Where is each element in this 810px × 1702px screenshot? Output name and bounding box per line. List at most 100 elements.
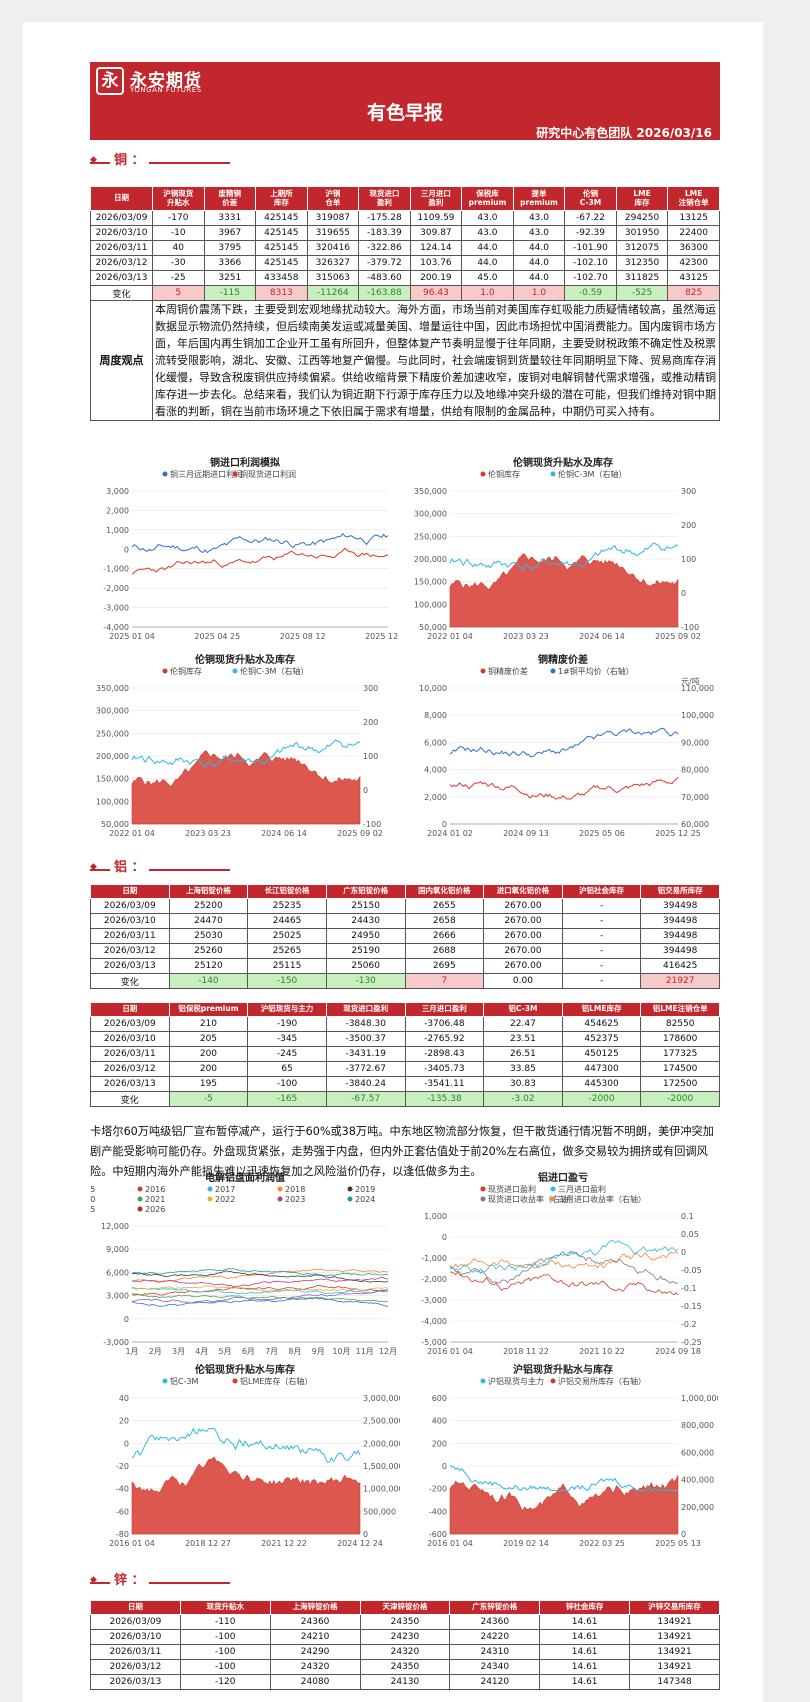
table-cell: -183.39 — [358, 225, 411, 241]
table-cell: -345 — [247, 1031, 327, 1047]
series-area — [449, 553, 679, 628]
weekly-view-label: 周度观点 — [90, 300, 153, 421]
x-tick-label: 2018 11 22 — [503, 1347, 549, 1356]
table-cell: 24430 — [325, 913, 406, 929]
y-tick-label: 6,000 — [106, 1268, 129, 1277]
y-tick-label: 0 — [124, 1439, 129, 1448]
legend-label: 2017 — [215, 1185, 235, 1194]
legend-item: 铝C-3M — [162, 1376, 199, 1386]
legend-marker — [232, 1378, 238, 1384]
legend-label: 2025 — [90, 1205, 95, 1214]
x-tick-label: 2024 12 24 — [337, 1539, 383, 1548]
y2-tick-label: 60,000 — [681, 820, 709, 829]
table-header-row: 日期 铝保税premium 沪铝现货与主力 现货进口盈利 三月进口盈利 铝C-3M 铝LME… — [90, 1002, 720, 1017]
table-cell: 309.87 — [409, 225, 463, 241]
y2-tick-label: 0 — [681, 1530, 686, 1539]
table-cell: 13125 — [667, 210, 720, 226]
table-cell: 44.0 — [461, 240, 514, 256]
x-tick-label: 2025 12 25 — [655, 829, 701, 838]
y-tick-label: 0 — [124, 545, 129, 554]
y-tick-label: -4,000 — [103, 623, 129, 632]
legend-label: 2024 — [355, 1195, 375, 1204]
change-cell: -67.57 — [325, 1091, 406, 1107]
table-cell: 24230 — [359, 1629, 451, 1645]
table-cell: 44.0 — [512, 270, 566, 286]
change-row: 变化 -5 -165 -67.57 -135.38 -3.02 -2000 -2000 — [90, 1091, 720, 1107]
legend-label: 三月进口收益率（右轴） — [558, 1194, 646, 1204]
table-cell: 2670.00 — [483, 928, 563, 944]
y-tick-label: 150,000 — [414, 578, 447, 587]
x-tick-label: 6月 — [242, 1347, 255, 1356]
table-row: 2026/03/10 205 -345 -3500.37 -2765.92 23.51 45… — [90, 1031, 720, 1047]
table-cell: 43.0 — [461, 210, 514, 226]
legend-marker — [162, 1378, 168, 1384]
change-cell: -140 — [168, 973, 249, 989]
y-tick-label: -3,000 — [103, 1338, 129, 1347]
legend-label: 2021 — [145, 1195, 165, 1204]
table-cell: 3251 — [203, 270, 257, 286]
table-cell: 2666 — [404, 928, 485, 944]
y-tick-label: 20 — [119, 1417, 129, 1426]
y-tick-label: 200,000 — [414, 555, 447, 564]
series-line — [449, 542, 679, 572]
y-tick-label: -400 — [429, 1507, 447, 1516]
y2-tick-label: 110,000 — [681, 684, 714, 693]
table-cell: 2026/03/13 — [90, 958, 170, 974]
column-header-line2: 盈利 — [376, 197, 392, 207]
legend-item: 2016 — [137, 1185, 165, 1194]
y-tick-label: 0 — [442, 1233, 447, 1242]
y-tick-label: -2,000 — [103, 584, 129, 593]
y-tick-label: -5,000 — [421, 1338, 447, 1347]
column-header: 日期 — [90, 884, 170, 899]
table-cell: 319087 — [306, 210, 360, 226]
change-cell: -3.02 — [483, 1091, 563, 1107]
table-cell: 103.76 — [409, 255, 463, 271]
column-header: 三月进口盈利 — [404, 1002, 485, 1017]
legend-label: 2019 — [355, 1185, 375, 1194]
series-area — [449, 1475, 679, 1535]
y-tick-label: -3,000 — [421, 1296, 447, 1305]
table-cell: -25 — [152, 270, 205, 286]
y-tick-label: -200 — [429, 1485, 447, 1494]
table-cell: 452375 — [561, 1031, 642, 1047]
legend-marker — [232, 668, 238, 674]
table-cell: 25120 — [168, 958, 249, 974]
table-cell: 433458 — [255, 270, 308, 286]
table-cell: 43.0 — [461, 225, 514, 241]
series-line — [131, 532, 389, 554]
legend-item: 2022 — [207, 1195, 235, 1204]
weekly-view-row: 周度观点 本周铜价震荡下跌，主要受到宏观地缘扰动较大。海外方面，市场当前对美国库存… — [90, 300, 720, 421]
change-cell: -115 — [203, 285, 257, 301]
table-cell: 24310 — [449, 1644, 541, 1660]
legend-marker — [207, 1186, 213, 1192]
column-header-line2: premium — [520, 197, 558, 207]
x-tick-label: 2月 — [149, 1347, 162, 1356]
column-header: 铝保税premium — [168, 1002, 249, 1017]
y2-tick-label: 0 — [363, 1530, 368, 1539]
series-line — [131, 547, 389, 575]
x-tick-label: 2024 06 14 — [261, 829, 307, 838]
table-row: 2026/03/12 -30 3366 425145 326327 -379.72 103.… — [90, 255, 720, 271]
y-tick-label: 2,000 — [106, 506, 129, 515]
table-cell: -102.70 — [564, 270, 617, 286]
column-header: 上海锌锭价格 — [269, 1600, 361, 1615]
y-tick-label: 300,000 — [414, 510, 447, 519]
section-arrow-icon: ◆ — [90, 862, 97, 872]
y2-tick-label: 500,000 — [363, 1507, 396, 1516]
lme-copper-spread-chart: 伦铜现货升贴水及库存 伦铜库存 伦铜C-3M（右轴） 350,000 300,000 25… — [408, 455, 718, 645]
y2-tick-label: -100 — [681, 623, 699, 632]
legend-item: 2026 — [137, 1205, 165, 1214]
legend-item: 2021 — [137, 1195, 165, 1204]
column-header: 铝交易所库存 — [640, 884, 720, 899]
table-cell: 312075 — [615, 240, 669, 256]
table-cell: - — [561, 943, 642, 959]
legend-item: 铝LME库存（右轴） — [232, 1376, 312, 1386]
x-tick-label: 2024 09 18 — [655, 1347, 701, 1356]
column-header-line2: 库存 — [634, 197, 650, 207]
change-cell: -11264 — [306, 285, 360, 301]
legend-label: 沪铝交易所库存（右轴） — [558, 1376, 646, 1386]
table-cell: 2026/03/09 — [90, 1614, 181, 1630]
table-row: 2026/03/11 200 -245 -3431.19 -2898.43 26.51 45… — [90, 1046, 720, 1062]
